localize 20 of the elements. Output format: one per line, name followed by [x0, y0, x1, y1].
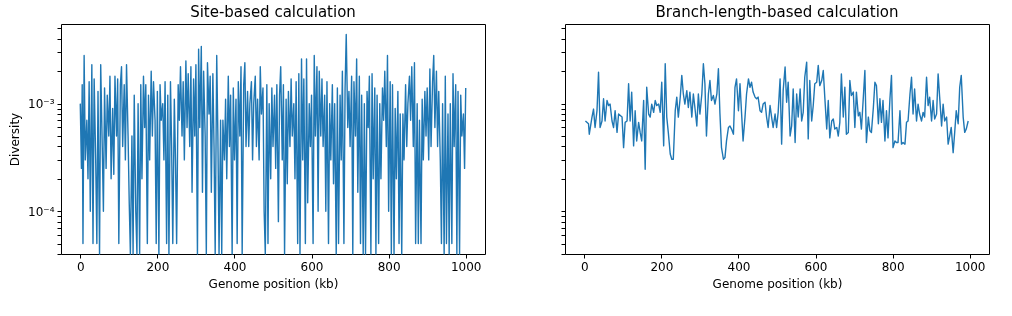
x-tick-label: 600 [300, 259, 324, 274]
chart-title: Site-based calculation [190, 3, 356, 21]
x-tick-label: 1000 [954, 259, 986, 274]
x-tick-label: 800 [881, 259, 905, 274]
chart-title: Branch-length-based calculation [655, 3, 899, 21]
x-tick-label: 200 [650, 259, 674, 274]
x-tick-label: 200 [146, 259, 170, 274]
x-tick-label: 0 [580, 259, 589, 274]
x-tick-label: 400 [727, 259, 751, 274]
y-tick-label: 10⁻³ [28, 97, 55, 112]
y-axis-title: Diversity [8, 112, 23, 167]
x-tick-label: 400 [223, 259, 247, 274]
line-series [79, 33, 467, 255]
x-tick-label: 600 [804, 259, 828, 274]
y-tick-label: 10⁻⁴ [28, 204, 55, 219]
x-tick-label: 800 [377, 259, 401, 274]
x-tick-label: 0 [76, 259, 85, 274]
x-tick-label: 1000 [450, 259, 482, 274]
x-axis-title: Genome position (kb) [712, 276, 843, 291]
x-axis-title: Genome position (kb) [208, 276, 339, 291]
